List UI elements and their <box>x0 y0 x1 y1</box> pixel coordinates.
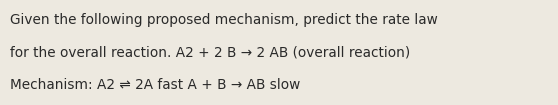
Text: for the overall reaction. A2 + 2 B → 2 AB (overall reaction): for the overall reaction. A2 + 2 B → 2 A… <box>10 45 410 59</box>
Text: Given the following proposed mechanism, predict the rate law: Given the following proposed mechanism, … <box>10 13 438 27</box>
Text: Mechanism: A2 ⇌ 2A fast A + B → AB slow: Mechanism: A2 ⇌ 2A fast A + B → AB slow <box>10 78 300 92</box>
